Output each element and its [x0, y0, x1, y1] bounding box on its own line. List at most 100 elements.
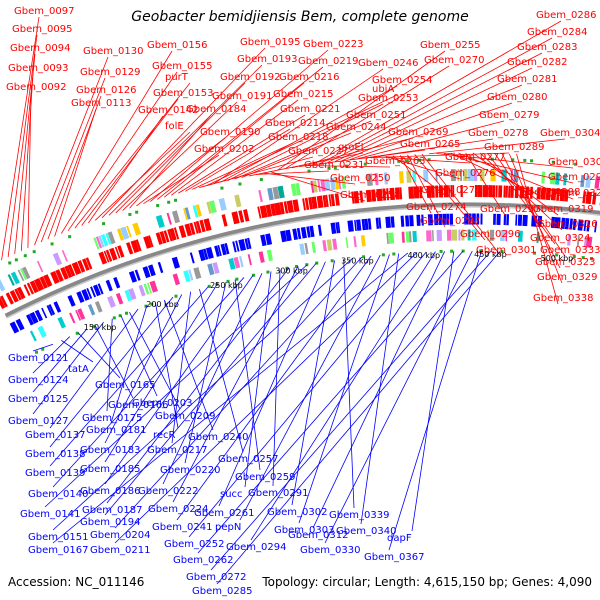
- reverse-gene: [427, 214, 433, 226]
- label-leader-line: [210, 250, 492, 571]
- forward-gene-category: [218, 197, 227, 211]
- reverse-gene: [354, 219, 357, 232]
- gene-label-forward: Gbem_0216: [279, 72, 339, 83]
- label-leader-line: [1, 16, 40, 261]
- rna-marker: [266, 270, 270, 274]
- reverse-gene: [235, 240, 240, 252]
- reverse-gene: [416, 214, 421, 226]
- forward-gene: [135, 239, 142, 252]
- gene-label-forward: Gbem_0279: [479, 110, 539, 121]
- reverse-gene-category: [87, 304, 96, 316]
- label-leader-line: [184, 281, 227, 464]
- forward-gene-category: [366, 173, 373, 187]
- gene-label-reverse: Gbem_0330: [300, 545, 360, 556]
- gene-label-forward: Gbem_0129: [80, 67, 140, 78]
- gene-label-reverse: Gbem_0340: [336, 526, 396, 537]
- reverse-gene: [375, 217, 380, 229]
- label-leader-line: [49, 308, 139, 429]
- reverse-gene: [157, 261, 164, 274]
- reverse-gene-category: [128, 288, 137, 301]
- reverse-gene: [317, 224, 323, 236]
- reverse-gene: [405, 215, 410, 227]
- forward-gene: [105, 249, 113, 262]
- forward-gene: [169, 228, 177, 241]
- forward-gene: [130, 239, 140, 254]
- forward-gene-category: [312, 180, 318, 193]
- reverse-gene-category: [489, 229, 495, 241]
- reverse-gene: [29, 311, 39, 324]
- forward-gene-category: [234, 194, 242, 208]
- label-leader-line: [349, 102, 513, 161]
- reverse-gene: [134, 269, 141, 281]
- label-leader-line: [436, 153, 574, 169]
- forward-gene-category: [423, 169, 429, 183]
- forward-gene-category: [192, 205, 199, 218]
- reverse-gene-category: [451, 229, 458, 241]
- gene-label-forward: Gbem_0202: [194, 144, 254, 155]
- gene-label-reverse: Gbem_0220: [160, 465, 220, 476]
- gene-label-reverse: Gbem_0139: [25, 468, 85, 479]
- forward-gene: [371, 189, 377, 202]
- rna-marker: [125, 311, 129, 315]
- forward-gene-category: [541, 171, 546, 184]
- forward-gene: [322, 195, 327, 208]
- forward-gene: [193, 221, 199, 234]
- label-leader-line: [188, 251, 427, 538]
- forward-gene: [426, 185, 432, 198]
- backbone-circle: [4, 202, 600, 319]
- gene-label-reverse: Gbem_0261: [194, 508, 254, 519]
- forward-gene: [408, 186, 415, 199]
- reverse-gene-category: [94, 301, 103, 313]
- forward-gene: [117, 245, 125, 258]
- gene-label-forward: Gbem_0277: [445, 152, 505, 163]
- forward-gene-category: [277, 185, 285, 199]
- forward-gene: [231, 211, 240, 225]
- gene-label-forward: groEL: [338, 142, 367, 153]
- label-leader-line: [192, 142, 294, 190]
- forward-gene-category: [290, 183, 297, 197]
- label-leader-line: [164, 82, 305, 198]
- label-leader-line: [306, 165, 391, 168]
- reverse-gene: [335, 222, 339, 234]
- forward-gene: [450, 185, 453, 198]
- gene-label-forward: Gbem_0283: [517, 42, 577, 53]
- gene-label-forward: Gbem_0270: [424, 55, 484, 66]
- gene-label-forward: Gbem_0284: [527, 27, 587, 38]
- label-leader-line: [378, 156, 471, 164]
- gene-label-reverse: Gbem_0257: [218, 454, 278, 465]
- reverse-gene-category: [207, 263, 215, 276]
- forward-gene: [550, 188, 557, 201]
- gene-label-forward: Gbem_0231: [304, 160, 364, 171]
- forward-gene: [159, 231, 167, 244]
- reverse-gene-category: [353, 236, 357, 248]
- reverse-gene-category: [326, 239, 333, 251]
- reverse-gene-category: [458, 229, 461, 241]
- reverse-gene: [493, 213, 496, 225]
- reverse-gene-category: [436, 229, 442, 242]
- label-leader-line: [250, 251, 436, 541]
- rna-marker: [439, 249, 443, 253]
- label-leader-line: [239, 254, 381, 521]
- reverse-gene: [224, 243, 230, 255]
- gene-label-reverse: Gbem_0224: [148, 504, 208, 515]
- forward-gene-category: [473, 169, 478, 182]
- gene-label-reverse: Gbem_0124: [8, 375, 68, 386]
- reverse-gene: [577, 219, 584, 231]
- gene-labels: Gbem_0097 Gbem_0095 Gbem_0094 Gbem_0093 Gbem…: [6, 6, 600, 597]
- scale-tick-label: 500 kbp: [541, 254, 574, 263]
- label-leader-line: [356, 120, 505, 160]
- reverse-gene: [356, 219, 362, 231]
- gene-label-forward: Gbem_0299: [548, 172, 600, 183]
- label-leader-line: [298, 254, 390, 524]
- label-leader-line: [171, 291, 192, 444]
- reverse-gene-category: [446, 229, 452, 241]
- gene-label-forward: Gbem_0250: [330, 173, 390, 184]
- reverse-gene-category: [124, 289, 132, 302]
- rna-marker: [362, 255, 366, 259]
- gene-label-reverse: Gbem_0217: [147, 445, 207, 456]
- reverse-gene: [92, 284, 101, 297]
- forward-gene-category: [61, 250, 68, 262]
- label-leader-line: [185, 128, 291, 192]
- reverse-gene: [572, 218, 577, 231]
